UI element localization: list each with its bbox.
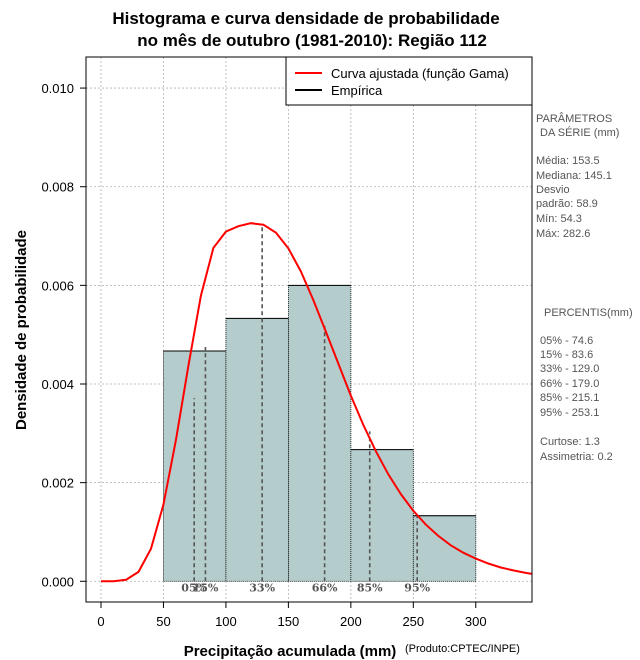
params-line: Desvio — [536, 184, 570, 196]
x-tick-label: 200 — [340, 614, 362, 629]
y-tick-label: 0.004 — [41, 377, 74, 392]
fitted-gamma-curve — [101, 222, 533, 583]
params-line: Mín: 54.3 — [536, 213, 582, 225]
percentile-label: 66% — [312, 581, 338, 594]
y-tick-label: 0.002 — [41, 476, 74, 491]
percentile-line: 33% - 129.0 — [540, 363, 599, 375]
skewness-line: Assimetria: 0.2 — [540, 451, 613, 463]
x-axis-label: Precipitação acumulada (mm) — [184, 643, 397, 660]
x-tick-label: 100 — [215, 614, 237, 629]
percentile-label: 05% — [181, 581, 207, 594]
legend-box — [285, 56, 533, 106]
percentile-label: 33% — [249, 581, 275, 594]
params-title-line2: DA SÉRIE (mm) — [540, 126, 619, 139]
histogram-bar — [350, 449, 414, 582]
percentile-label: 95% — [404, 581, 430, 594]
legend-fitted-label: Curva ajustada (função Gama) — [331, 66, 509, 81]
y-tick-label: 0.010 — [41, 81, 74, 96]
x-tick-label: 300 — [465, 614, 487, 629]
percentile-line: 05% - 74.6 — [540, 335, 593, 347]
x-tick-label: 50 — [156, 614, 170, 629]
y-tick-label: 0.000 — [41, 574, 74, 589]
series-params-panel: PARÂMETROS DA SÉRIE (mm) Média: 153.5 Me… — [536, 112, 619, 240]
fitted-curve-layer — [101, 222, 533, 583]
params-line: Média: 153.5 — [536, 155, 600, 167]
y-axis-label: Densidade de probabilidade — [13, 230, 30, 430]
kurtosis-line: Curtose: 1.3 — [540, 436, 600, 448]
x-tick-label: 150 — [278, 614, 300, 629]
params-line: Máx: 282.6 — [536, 228, 590, 240]
params-line: Mediana: 145.1 — [536, 170, 612, 182]
y-tick-label: 0.008 — [41, 180, 74, 195]
percentile-line: 85% - 215.1 — [540, 392, 599, 404]
percentile-label: 15% — [193, 581, 219, 594]
x-tick-label: 0 — [97, 614, 104, 629]
x-axis: 0 50 100 150 200 250 300 — [97, 602, 487, 629]
y-axis: 0.000 0.002 0.004 0.006 0.008 0.010 — [41, 81, 86, 589]
percentile-labels: 05%15% 33% 66% 85% 95% — [181, 581, 430, 594]
percentile-line: 15% - 83.6 — [540, 349, 593, 361]
percentiles-panel: PERCENTIS(mm) 05% - 74.6 15% - 83.6 33% … — [540, 307, 633, 463]
x-tick-label: 250 — [402, 614, 424, 629]
params-line: padrão: 58.9 — [536, 198, 598, 210]
legend: Curva ajustada (função Gama) Empírica — [285, 56, 533, 106]
histogram-bar — [287, 284, 352, 582]
percentiles-title: PERCENTIS(mm) — [544, 307, 633, 319]
percentile-line: 95% - 253.1 — [540, 407, 599, 419]
percentile-lines — [193, 225, 418, 582]
histogram-bar — [225, 318, 289, 582]
credit-text: (Produto:CPTEC/INPE) — [405, 643, 520, 655]
percentile-label: 85% — [357, 581, 383, 594]
histogram-bars — [163, 284, 477, 582]
y-tick-label: 0.006 — [41, 278, 74, 293]
percentile-line: 66% - 179.0 — [540, 378, 599, 390]
legend-empirical-label: Empírica — [331, 83, 383, 98]
histogram-bar — [412, 515, 477, 582]
params-title-line1: PARÂMETROS — [536, 112, 612, 125]
chart-title-line1: Histograma e curva densidade de probabil… — [112, 9, 499, 28]
chart-title-line2: no mês de outubro (1981-2010): Região 11… — [137, 31, 487, 50]
